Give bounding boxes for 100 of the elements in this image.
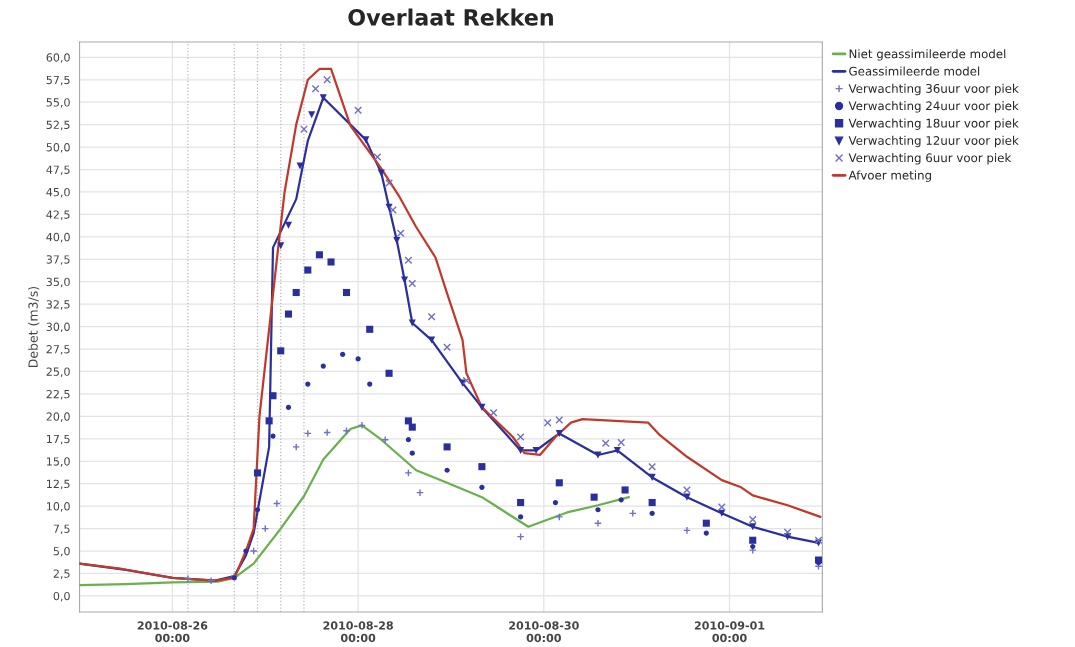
y-tick-label: 22,5 — [46, 389, 70, 400]
point — [683, 526, 691, 535]
point — [518, 514, 524, 520]
point — [305, 381, 311, 387]
point — [408, 279, 417, 288]
point — [404, 256, 413, 265]
y-tick-label: 2,5 — [53, 569, 70, 579]
point — [555, 479, 563, 487]
point — [292, 288, 300, 297]
point — [269, 392, 277, 400]
y-tick-label: 45,0 — [46, 187, 70, 198]
point — [373, 153, 382, 161]
point — [183, 574, 192, 583]
point — [555, 512, 564, 521]
point — [478, 403, 486, 411]
point — [649, 510, 655, 516]
point — [405, 437, 411, 443]
point — [249, 547, 258, 555]
point — [427, 312, 436, 321]
point — [478, 463, 486, 471]
point — [717, 503, 726, 511]
point — [462, 376, 471, 385]
point — [617, 438, 626, 447]
legend-label: Verwachting 24uur voor piek — [848, 101, 1019, 113]
point — [444, 467, 450, 473]
point — [315, 251, 323, 259]
point — [284, 221, 293, 229]
point — [404, 417, 412, 425]
point — [489, 408, 498, 417]
y-axis-title: Debet (m3/s) — [28, 286, 40, 368]
point — [388, 205, 397, 214]
point — [648, 462, 657, 471]
point — [613, 446, 621, 455]
point — [340, 351, 346, 358]
point — [683, 493, 691, 501]
point — [749, 536, 757, 544]
point — [354, 106, 363, 115]
point — [555, 429, 563, 437]
point — [254, 507, 261, 513]
y-tick-label: 10,0 — [47, 502, 70, 512]
point — [385, 179, 394, 187]
point — [621, 486, 629, 494]
y-tick-label: 60,0 — [46, 53, 70, 63]
point — [253, 469, 262, 477]
point — [319, 94, 327, 102]
chart-title: Overlaat Rekken — [348, 8, 553, 26]
point — [396, 229, 405, 238]
point — [304, 266, 312, 274]
point — [367, 381, 373, 387]
y-tick-label: 27,5 — [46, 345, 70, 355]
legend-label: Verwachting 18uur voor piek — [848, 118, 1019, 130]
point — [400, 276, 409, 284]
x-tick-label: 2010-09-01 00:00 — [694, 621, 765, 643]
point — [323, 75, 332, 84]
point — [408, 319, 416, 327]
point — [416, 488, 424, 497]
y-tick-label: 47,5 — [46, 165, 70, 176]
point — [323, 428, 332, 437]
legend-label: Geassimileerde model — [849, 66, 980, 76]
point — [409, 450, 415, 456]
point — [277, 347, 285, 355]
point — [648, 499, 656, 507]
y-tick-label: 42,5 — [46, 210, 70, 220]
point — [366, 325, 374, 333]
y-tick-label: 5,0 — [53, 547, 70, 557]
point — [272, 499, 281, 508]
point — [618, 497, 624, 503]
y-tick-label: 25,0 — [46, 367, 70, 378]
y-tick-label: 50,0 — [46, 143, 70, 153]
y-tick-label: 30,0 — [46, 322, 70, 333]
point — [355, 356, 361, 362]
point — [594, 451, 602, 459]
point — [408, 423, 416, 431]
point — [479, 484, 485, 490]
y-tick-label: 57,5 — [46, 75, 70, 86]
legend-label: Verwachting 6uur voor piek — [848, 153, 1012, 165]
point — [299, 125, 308, 134]
point — [750, 543, 756, 550]
point — [443, 343, 452, 352]
point — [590, 493, 598, 501]
point — [555, 416, 564, 424]
point — [516, 433, 525, 441]
point — [443, 443, 451, 451]
y-tick-label: 0,0 — [53, 591, 70, 602]
point — [320, 363, 326, 369]
point — [404, 468, 413, 477]
point — [517, 499, 525, 507]
y-tick-label: 32,5 — [46, 300, 70, 310]
y-tick-label: 12,5 — [47, 479, 70, 490]
legend-label: Niet geassimileerde model — [849, 49, 1006, 61]
y-tick-label: 20,0 — [46, 412, 70, 422]
point — [385, 369, 393, 377]
legend-label: Afvoer meting — [848, 170, 931, 182]
point — [814, 556, 823, 564]
point — [285, 404, 292, 410]
point — [308, 111, 316, 119]
point — [702, 519, 710, 527]
point — [327, 258, 335, 266]
point — [749, 523, 757, 531]
y-tick-label: 7,5 — [53, 524, 70, 535]
